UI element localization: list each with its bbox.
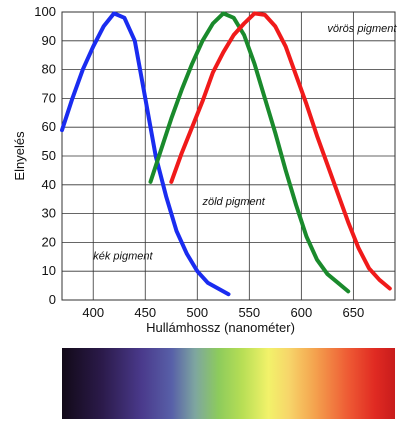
- y-tick-label: 20: [42, 234, 56, 249]
- visible-spectrum-bar: [62, 348, 395, 419]
- y-tick-label: 90: [42, 33, 56, 48]
- series-annotation: vörös pigment: [327, 23, 397, 35]
- y-tick-label: 0: [49, 292, 56, 307]
- y-tick-label: 10: [42, 263, 56, 278]
- series-line: [60, 11, 231, 297]
- series-annotation: zöld pigment: [201, 196, 265, 208]
- y-tick-label: 40: [42, 177, 56, 192]
- series-line: [169, 11, 392, 291]
- y-tick-label: 60: [42, 119, 56, 134]
- y-tick-label: 80: [42, 62, 56, 77]
- x-tick-label: 400: [82, 305, 104, 320]
- y-tick-label: 70: [42, 90, 56, 105]
- y-axis-label: Elnyelés: [12, 131, 27, 181]
- series-annotation: kék pigment: [93, 251, 153, 263]
- y-tick-label: 50: [42, 148, 56, 163]
- x-tick-label: 550: [238, 305, 260, 320]
- series-line: [148, 11, 351, 294]
- x-tick-label: 650: [343, 305, 365, 320]
- x-tick-label: 500: [186, 305, 208, 320]
- y-tick-label: 30: [42, 206, 56, 221]
- x-axis-label: Hullámhossz (nanométer): [146, 320, 295, 335]
- x-tick-label: 600: [290, 305, 312, 320]
- x-tick-label: 450: [134, 305, 156, 320]
- y-tick-label: 100: [34, 4, 56, 19]
